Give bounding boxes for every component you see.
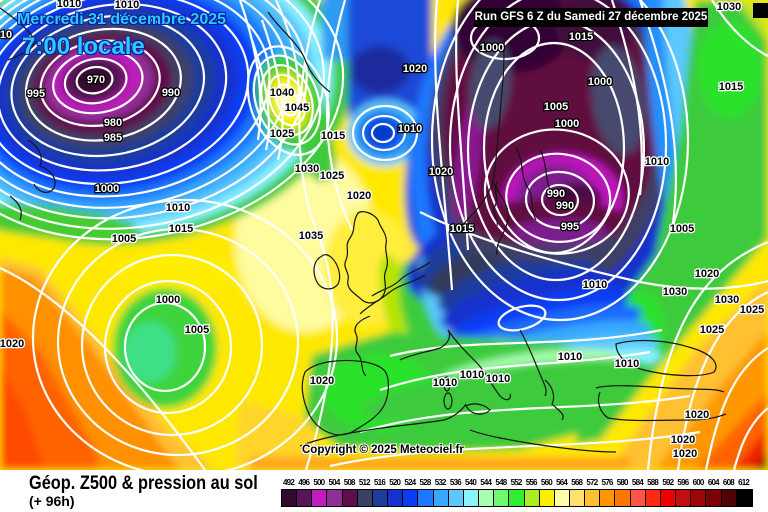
svg-text:1020: 1020: [429, 166, 453, 178]
svg-text:1010: 1010: [615, 358, 639, 370]
svg-text:1010: 1010: [460, 369, 484, 381]
svg-text:1020: 1020: [685, 409, 709, 421]
svg-text:1045: 1045: [285, 102, 309, 114]
svg-text:1015: 1015: [719, 81, 743, 93]
svg-text:1005: 1005: [185, 324, 209, 336]
svg-text:1025: 1025: [270, 128, 294, 140]
svg-text:1035: 1035: [299, 230, 323, 242]
svg-text:1030: 1030: [295, 163, 319, 175]
svg-text:1040: 1040: [270, 87, 294, 99]
svg-text:1015: 1015: [569, 31, 593, 43]
svg-text:1010: 1010: [398, 123, 422, 135]
svg-text:1020: 1020: [0, 338, 24, 350]
svg-text:1000: 1000: [555, 118, 579, 130]
svg-text:990: 990: [556, 200, 574, 212]
svg-text:1020: 1020: [403, 63, 427, 75]
svg-text:995: 995: [561, 221, 579, 233]
svg-text:1010: 1010: [115, 0, 139, 11]
svg-text:1010: 1010: [583, 279, 607, 291]
svg-text:1015: 1015: [169, 223, 193, 235]
svg-text:1020: 1020: [673, 448, 697, 460]
svg-text:1010: 1010: [166, 202, 190, 214]
svg-text:1025: 1025: [700, 324, 724, 336]
svg-text:1015: 1015: [450, 223, 474, 235]
svg-text:1000: 1000: [480, 42, 504, 54]
svg-text:1005: 1005: [112, 233, 136, 245]
svg-text:1005: 1005: [670, 223, 694, 235]
svg-text:990: 990: [547, 188, 565, 200]
svg-text:1010: 1010: [645, 156, 669, 168]
svg-text:1030: 1030: [663, 286, 687, 298]
svg-text:1005: 1005: [544, 101, 568, 113]
svg-text:1010: 1010: [558, 351, 582, 363]
svg-text:1030: 1030: [717, 1, 741, 13]
svg-text:1025: 1025: [320, 170, 344, 182]
svg-text:10: 10: [0, 29, 12, 41]
svg-text:1000: 1000: [95, 183, 119, 195]
svg-text:1010: 1010: [433, 377, 457, 389]
svg-text:1000: 1000: [156, 294, 180, 306]
svg-text:1020: 1020: [695, 268, 719, 280]
svg-text:1030: 1030: [715, 294, 739, 306]
svg-text:980: 980: [104, 117, 122, 129]
svg-text:1000: 1000: [588, 76, 612, 88]
svg-text:990: 990: [162, 87, 180, 99]
svg-text:1020: 1020: [310, 375, 334, 387]
svg-text:1020: 1020: [671, 434, 695, 446]
svg-text:995: 995: [27, 88, 45, 100]
svg-text:985: 985: [104, 132, 122, 144]
svg-text:1010: 1010: [486, 373, 510, 385]
svg-text:970: 970: [87, 74, 105, 86]
svg-text:1010: 1010: [57, 0, 81, 10]
svg-text:1025: 1025: [740, 304, 764, 316]
svg-text:1015: 1015: [321, 130, 345, 142]
svg-text:1020: 1020: [347, 190, 371, 202]
